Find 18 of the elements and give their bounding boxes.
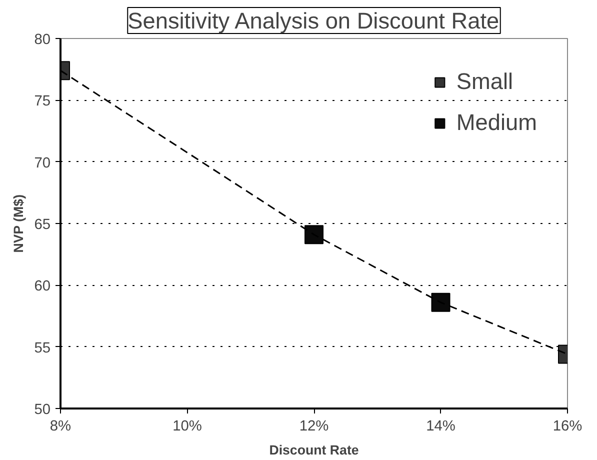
y-tick-label: 55	[34, 340, 51, 356]
x-tick-label: 12%	[299, 418, 329, 434]
x-tick-label: 10%	[172, 418, 202, 434]
legend-label: Medium	[456, 109, 537, 136]
x-tick-label: 8%	[50, 418, 72, 434]
point	[304, 225, 324, 244]
y-tick-label: 65	[34, 217, 51, 233]
chart-title: Sensitivity Analysis on Discount Rate	[128, 8, 500, 34]
x-axis-title: Discount Rate	[269, 442, 359, 458]
y-tick-label: 50	[34, 402, 51, 418]
x-tick-label: 14%	[426, 418, 456, 434]
y-tick-label: 70	[34, 155, 51, 172]
legend-label: Small	[456, 68, 514, 95]
y-axis-title: NVP (M$)	[11, 194, 26, 253]
y-tick-label: 75	[34, 94, 51, 110]
y-tick-label: 60	[34, 278, 51, 295]
x-tick-label: 16%	[552, 418, 582, 434]
y-tick-label: 80	[34, 32, 51, 48]
